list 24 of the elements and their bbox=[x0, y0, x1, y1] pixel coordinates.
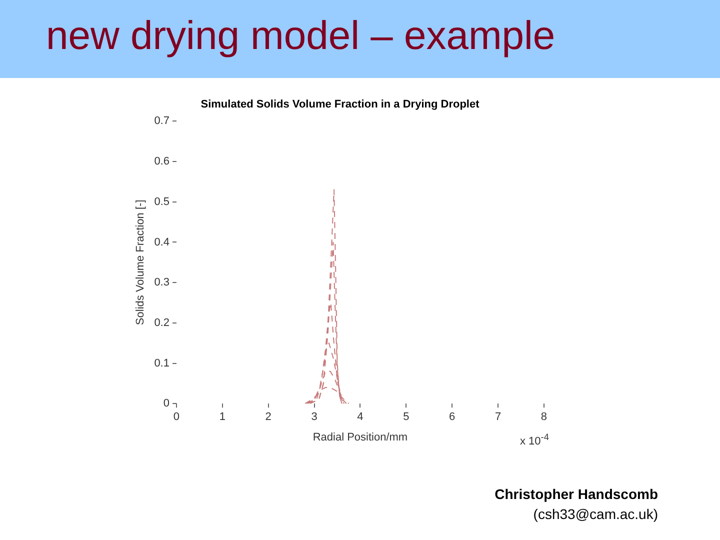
y-tick-label: 0.3 bbox=[154, 276, 170, 289]
y-tick-label: 0.2 bbox=[154, 316, 170, 329]
x-tick-label: 6 bbox=[449, 411, 456, 424]
chart-subtitle: Simulated Solids Volume Fraction in a Drying Droplet bbox=[200, 98, 480, 111]
y-tick-label: 0.4 bbox=[154, 236, 170, 248]
y-tick-label: 0.7 bbox=[154, 115, 170, 128]
text: (csh33@cam.ac.uk) bbox=[533, 506, 658, 522]
text: x 10$^{-4}$ bbox=[520, 432, 549, 448]
y-axis-title: Solids Volume Fraction [-] bbox=[134, 200, 147, 326]
x-tick-label: 7 bbox=[494, 411, 502, 424]
y-tick-label: 0.6 bbox=[154, 156, 170, 168]
y-tick-label: 0.5 bbox=[154, 196, 170, 208]
x-tick-label: 2 bbox=[265, 411, 272, 424]
y-tick-label: 0.1 bbox=[154, 357, 170, 370]
y-tick-label: 0 bbox=[163, 398, 170, 410]
chart-title: new drying model – example bbox=[46, 14, 556, 59]
x-tick-label: 0 bbox=[173, 411, 180, 424]
x-tick-label: 1 bbox=[219, 411, 226, 424]
x-tick-label: 5 bbox=[403, 411, 410, 424]
x-tick-label: 3 bbox=[311, 411, 318, 424]
x-axis-title: Radial Position/mm bbox=[312, 431, 408, 444]
x-tick-label: 8 bbox=[540, 411, 548, 424]
text: Christopher Handscomb bbox=[494, 486, 658, 502]
x-tick-label: 4 bbox=[357, 411, 364, 424]
